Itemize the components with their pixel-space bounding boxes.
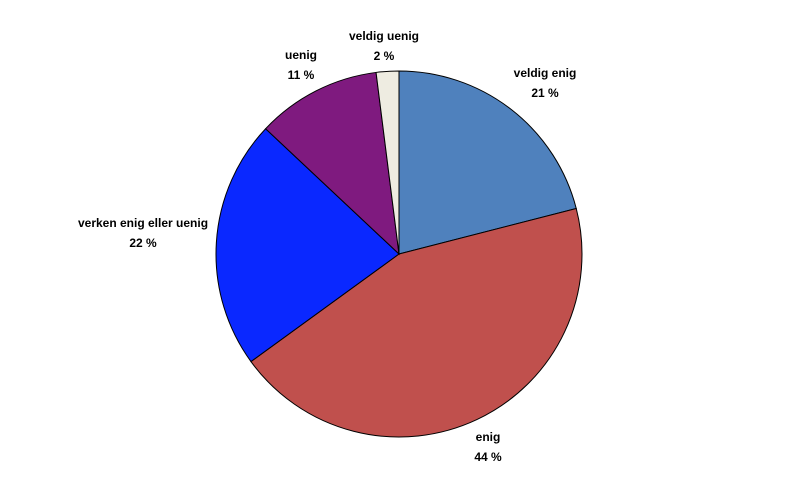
slice-label-veldig-uenig: veldig uenig — [349, 29, 419, 43]
pie-slice-enig — [250, 207, 583, 438]
slice-value-verken-enig-eller-uenig: 22 % — [129, 236, 157, 250]
slice-labels: veldig enig 21 % enig 44 % verken enig eller… — [78, 29, 576, 464]
slice-value-veldig-enig: 21 % — [531, 86, 559, 100]
slice-label-verken-enig-eller-uenig: verken enig eller uenig — [78, 216, 208, 230]
slice-value-enig: 44 % — [474, 450, 502, 464]
pie-slice-veldig-uenig — [375, 70, 400, 255]
pie-slice-uenig — [264, 71, 400, 256]
pie-slice-verken-enig-eller-uenig — [215, 128, 400, 363]
pie-slice-veldig-enig — [398, 70, 577, 255]
slice-label-enig: enig — [476, 430, 501, 444]
slice-label-veldig-enig: veldig enig — [514, 66, 577, 80]
slice-value-uenig: 11 % — [288, 68, 315, 82]
pie-slices — [215, 70, 583, 438]
slice-label-uenig: uenig — [285, 48, 317, 62]
slice-value-veldig-uenig: 2 % — [374, 49, 395, 63]
